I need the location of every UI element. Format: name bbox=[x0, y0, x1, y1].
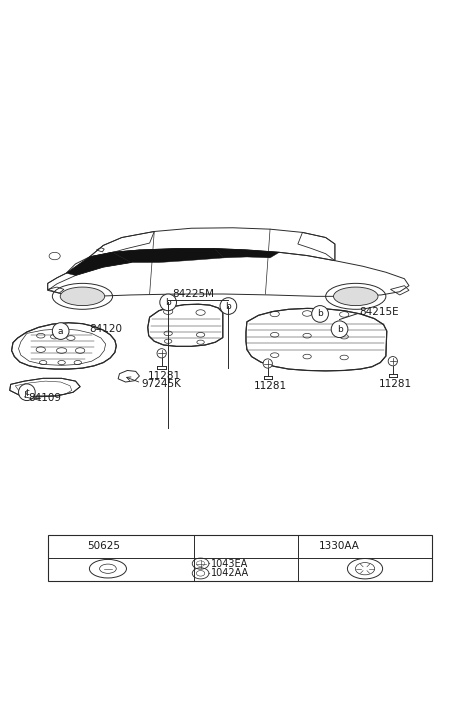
Circle shape bbox=[157, 349, 166, 358]
Text: b: b bbox=[317, 310, 323, 318]
Text: a: a bbox=[58, 326, 63, 336]
Circle shape bbox=[388, 356, 397, 366]
Text: 84120: 84120 bbox=[89, 324, 123, 334]
Text: 1330AA: 1330AA bbox=[319, 542, 360, 552]
Ellipse shape bbox=[334, 287, 378, 305]
Circle shape bbox=[66, 539, 81, 554]
Text: 50625: 50625 bbox=[87, 542, 120, 552]
Circle shape bbox=[192, 539, 207, 554]
Circle shape bbox=[160, 294, 177, 310]
Text: a: a bbox=[70, 542, 76, 551]
Text: 11281: 11281 bbox=[378, 379, 411, 389]
Circle shape bbox=[312, 305, 329, 322]
Polygon shape bbox=[10, 378, 80, 397]
Text: 97245K: 97245K bbox=[142, 379, 182, 390]
Text: b: b bbox=[197, 542, 203, 551]
Text: b: b bbox=[165, 298, 171, 307]
Text: 84225M: 84225M bbox=[172, 289, 215, 299]
Text: 11281: 11281 bbox=[254, 381, 287, 391]
Circle shape bbox=[297, 539, 312, 554]
Polygon shape bbox=[113, 249, 224, 262]
Ellipse shape bbox=[60, 287, 105, 305]
Polygon shape bbox=[148, 304, 223, 346]
FancyBboxPatch shape bbox=[48, 535, 432, 581]
Text: 84109: 84109 bbox=[28, 393, 61, 403]
Text: b: b bbox=[226, 302, 231, 310]
Text: 1042AA: 1042AA bbox=[211, 569, 249, 579]
Text: 84215E: 84215E bbox=[359, 307, 398, 317]
Circle shape bbox=[263, 359, 272, 368]
Circle shape bbox=[220, 298, 237, 314]
Text: c: c bbox=[24, 387, 29, 397]
Text: 11281: 11281 bbox=[147, 371, 180, 381]
Text: c: c bbox=[302, 542, 307, 551]
Polygon shape bbox=[214, 249, 279, 258]
Circle shape bbox=[52, 323, 69, 340]
Text: b: b bbox=[336, 325, 343, 334]
Circle shape bbox=[331, 321, 348, 337]
Polygon shape bbox=[66, 252, 131, 276]
Text: 1043EA: 1043EA bbox=[211, 558, 248, 569]
Polygon shape bbox=[12, 323, 117, 369]
Polygon shape bbox=[246, 308, 387, 371]
Circle shape bbox=[19, 384, 35, 401]
